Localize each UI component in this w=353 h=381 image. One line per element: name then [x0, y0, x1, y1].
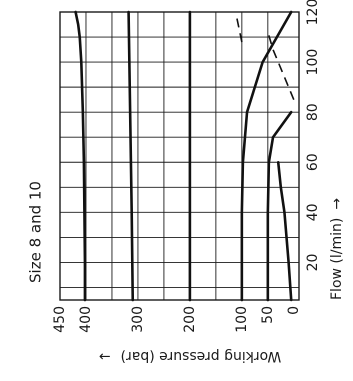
chart-title: Size 8 and 10	[27, 181, 45, 283]
y-axis-label-text: Working pressure (bar)	[121, 348, 282, 364]
y-tick-label: 100	[234, 306, 250, 333]
x-tick-label: 60	[305, 153, 321, 171]
series-line-8	[235, 16, 243, 43]
y-tick-label: 300	[130, 306, 146, 333]
x-tick-label: 20	[305, 254, 321, 272]
y-tick-label: 50	[260, 306, 276, 324]
plot-border	[59, 11, 300, 301]
label-layer: 20 40 60 80 100 120 0 50 100 200 300 400 450 Flow (l/…	[27, 0, 346, 364]
plot-area	[59, 10, 300, 302]
x-tick-label: 80	[305, 103, 321, 121]
x-axis-label: Flow (l/min) →	[329, 198, 345, 300]
x-tick-label: 120	[305, 0, 321, 25]
y-tick-label: 450	[52, 306, 68, 333]
y-axis-arrow: →	[99, 348, 111, 364]
x-tick-label: 100	[305, 49, 321, 76]
series-line-4	[240, 10, 293, 302]
series-line-5	[266, 110, 293, 302]
series-line-2	[127, 10, 135, 302]
series-line-6	[276, 160, 293, 302]
y-tick-label: 0	[286, 306, 302, 315]
x-axis-arrow: →	[329, 198, 345, 210]
y-tick-label: 200	[182, 306, 198, 333]
y-tick-label: 400	[78, 306, 94, 333]
x-tick-label: 40	[305, 203, 321, 221]
x-axis-label-text: Flow (l/min)	[329, 218, 345, 300]
y-axis-label: Working pressure (bar) →	[99, 348, 282, 364]
series-line-1	[74, 10, 87, 302]
series-line-7	[267, 31, 295, 100]
